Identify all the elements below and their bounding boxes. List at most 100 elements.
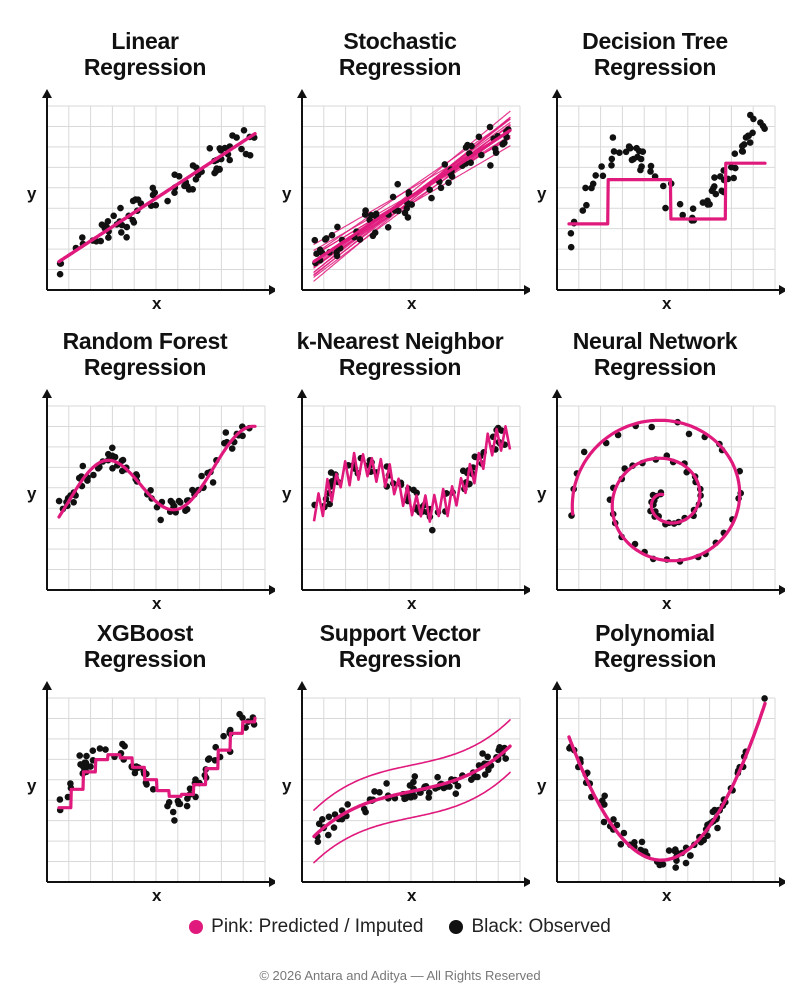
observed-point bbox=[205, 755, 213, 762]
observed-point bbox=[739, 142, 746, 150]
observed-point bbox=[403, 205, 411, 212]
panel-title-line: Regression bbox=[338, 354, 462, 380]
observed-point bbox=[709, 808, 717, 816]
observed-point bbox=[608, 162, 615, 169]
predicted-line bbox=[57, 132, 257, 264]
observed-point bbox=[316, 246, 324, 254]
observed-point bbox=[394, 180, 401, 188]
observed-point bbox=[648, 423, 655, 431]
observed-point bbox=[362, 207, 369, 214]
legend-item-observed: Black: Observed bbox=[449, 916, 611, 938]
panel-title-line: Regression bbox=[338, 646, 462, 672]
margin-line-lower bbox=[313, 771, 511, 864]
observed-point bbox=[105, 234, 112, 241]
observed-point bbox=[582, 184, 589, 192]
observed-point bbox=[622, 148, 630, 156]
observed-point bbox=[164, 197, 171, 205]
observed-point bbox=[687, 852, 694, 859]
panel-title-line: Regression bbox=[83, 646, 207, 672]
panel-title: XGBoost Regression bbox=[15, 620, 275, 672]
observed-point bbox=[102, 746, 109, 753]
observed-point bbox=[216, 166, 223, 173]
observed-point bbox=[487, 162, 494, 169]
x-axis-label: x bbox=[662, 594, 672, 613]
panel-title-line: Stochastic bbox=[343, 28, 457, 54]
observed-point bbox=[123, 234, 130, 241]
observed-point bbox=[699, 199, 707, 206]
observed-point bbox=[104, 218, 112, 225]
observed-point bbox=[239, 714, 246, 722]
observed-point bbox=[134, 196, 142, 203]
observed-point bbox=[428, 194, 435, 202]
observed-point bbox=[647, 168, 654, 175]
plot-stochastic bbox=[297, 89, 530, 295]
observed-point bbox=[83, 752, 90, 760]
observed-point bbox=[226, 156, 233, 164]
predicted-line bbox=[312, 425, 512, 523]
observed-point bbox=[228, 445, 236, 452]
y-axis-label: y bbox=[282, 184, 292, 203]
observed-point bbox=[601, 792, 608, 800]
observed-point bbox=[708, 187, 716, 195]
y-axis-label: y bbox=[282, 484, 292, 503]
observed-point bbox=[121, 742, 128, 750]
observed-point bbox=[404, 214, 412, 221]
observed-point bbox=[217, 147, 225, 154]
observed-point bbox=[468, 776, 475, 783]
observed-point bbox=[87, 763, 94, 770]
observed-point bbox=[327, 469, 335, 476]
panel-title-line: Polynomial bbox=[595, 620, 715, 646]
observed-point bbox=[229, 132, 236, 139]
observed-point bbox=[588, 184, 595, 192]
observed-point bbox=[704, 832, 711, 839]
observed-point bbox=[118, 467, 126, 475]
observed-point bbox=[747, 111, 754, 119]
observed-point bbox=[56, 270, 64, 278]
observed-point bbox=[411, 773, 419, 780]
plot-svr bbox=[297, 681, 530, 887]
predicted-line bbox=[57, 716, 257, 810]
observed-point bbox=[98, 221, 106, 228]
y-axis-label: y bbox=[27, 776, 37, 795]
y-axis-label: y bbox=[537, 776, 547, 795]
observed-point bbox=[706, 201, 713, 208]
observed-point bbox=[79, 234, 86, 241]
pink-dot-icon bbox=[189, 920, 204, 934]
observed-point bbox=[165, 799, 173, 806]
observed-point bbox=[481, 771, 489, 778]
legend-item-predicted: Pink: Predicted / Imputed bbox=[189, 916, 423, 938]
x-axis-arrow-icon bbox=[779, 285, 785, 295]
observed-point bbox=[117, 204, 124, 212]
x-axis-label: x bbox=[407, 886, 417, 905]
observed-point bbox=[620, 829, 628, 837]
observed-point bbox=[486, 123, 494, 131]
grid-lines bbox=[556, 105, 776, 291]
panel-title-line: Regression bbox=[83, 54, 207, 80]
plot-decision-tree bbox=[552, 89, 785, 295]
observed-point bbox=[484, 753, 491, 761]
observed-point bbox=[189, 186, 196, 193]
panel-title-line: XGBoost bbox=[96, 620, 194, 646]
observed-point bbox=[109, 452, 116, 460]
observed-point bbox=[592, 172, 599, 179]
panel-title-line: Support Vector bbox=[319, 620, 481, 646]
y-axis-arrow-icon bbox=[42, 389, 52, 398]
observed-point bbox=[475, 133, 483, 141]
panel-title: Random Forest Regression bbox=[15, 328, 275, 380]
panel-title-line: Regression bbox=[83, 354, 207, 380]
observed-point bbox=[467, 159, 474, 166]
observed-point bbox=[246, 152, 254, 159]
observed-point bbox=[238, 145, 245, 153]
panel-title-line: Random Forest bbox=[62, 328, 228, 354]
y-axis-arrow-icon bbox=[297, 681, 307, 690]
x-axis-label: x bbox=[152, 886, 162, 905]
observed-point bbox=[90, 471, 97, 479]
observed-point bbox=[410, 778, 417, 786]
observed-point bbox=[177, 499, 184, 506]
observed-point bbox=[109, 444, 116, 452]
observed-point bbox=[665, 847, 673, 854]
observed-point bbox=[171, 189, 178, 196]
y-axis-label: y bbox=[27, 484, 37, 503]
observed-point bbox=[413, 489, 420, 497]
observed-point bbox=[613, 821, 621, 829]
